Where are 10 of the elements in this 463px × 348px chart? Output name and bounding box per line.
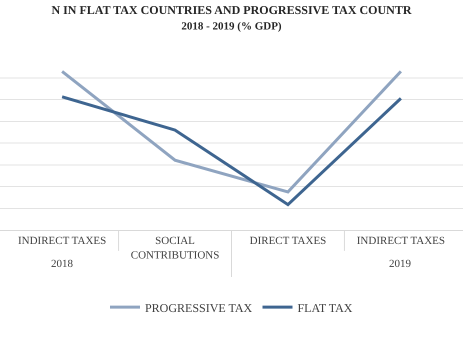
legend-label: PROGRESSIVE TAX	[145, 300, 252, 315]
legend-label: FLAT TAX	[298, 300, 353, 315]
x-tick-label: INDIRECT TAXES	[356, 235, 446, 248]
x-tick-label: INDIRECT TAXES	[18, 235, 106, 248]
text: 2018	[51, 258, 74, 270]
chart-title: N IN FLAT TAX COUNTRIES AND PROGRESSIVE TAX COUNTR	[51, 2, 412, 17]
x-tick-label: SOCIAL CONTRIBUTIONS	[130, 235, 220, 262]
chart-subtitle: 2018 - 2019 (% GDP)	[181, 20, 282, 33]
text: 2019	[389, 258, 412, 270]
x-tick-label: DIRECT TAXES	[250, 235, 326, 248]
